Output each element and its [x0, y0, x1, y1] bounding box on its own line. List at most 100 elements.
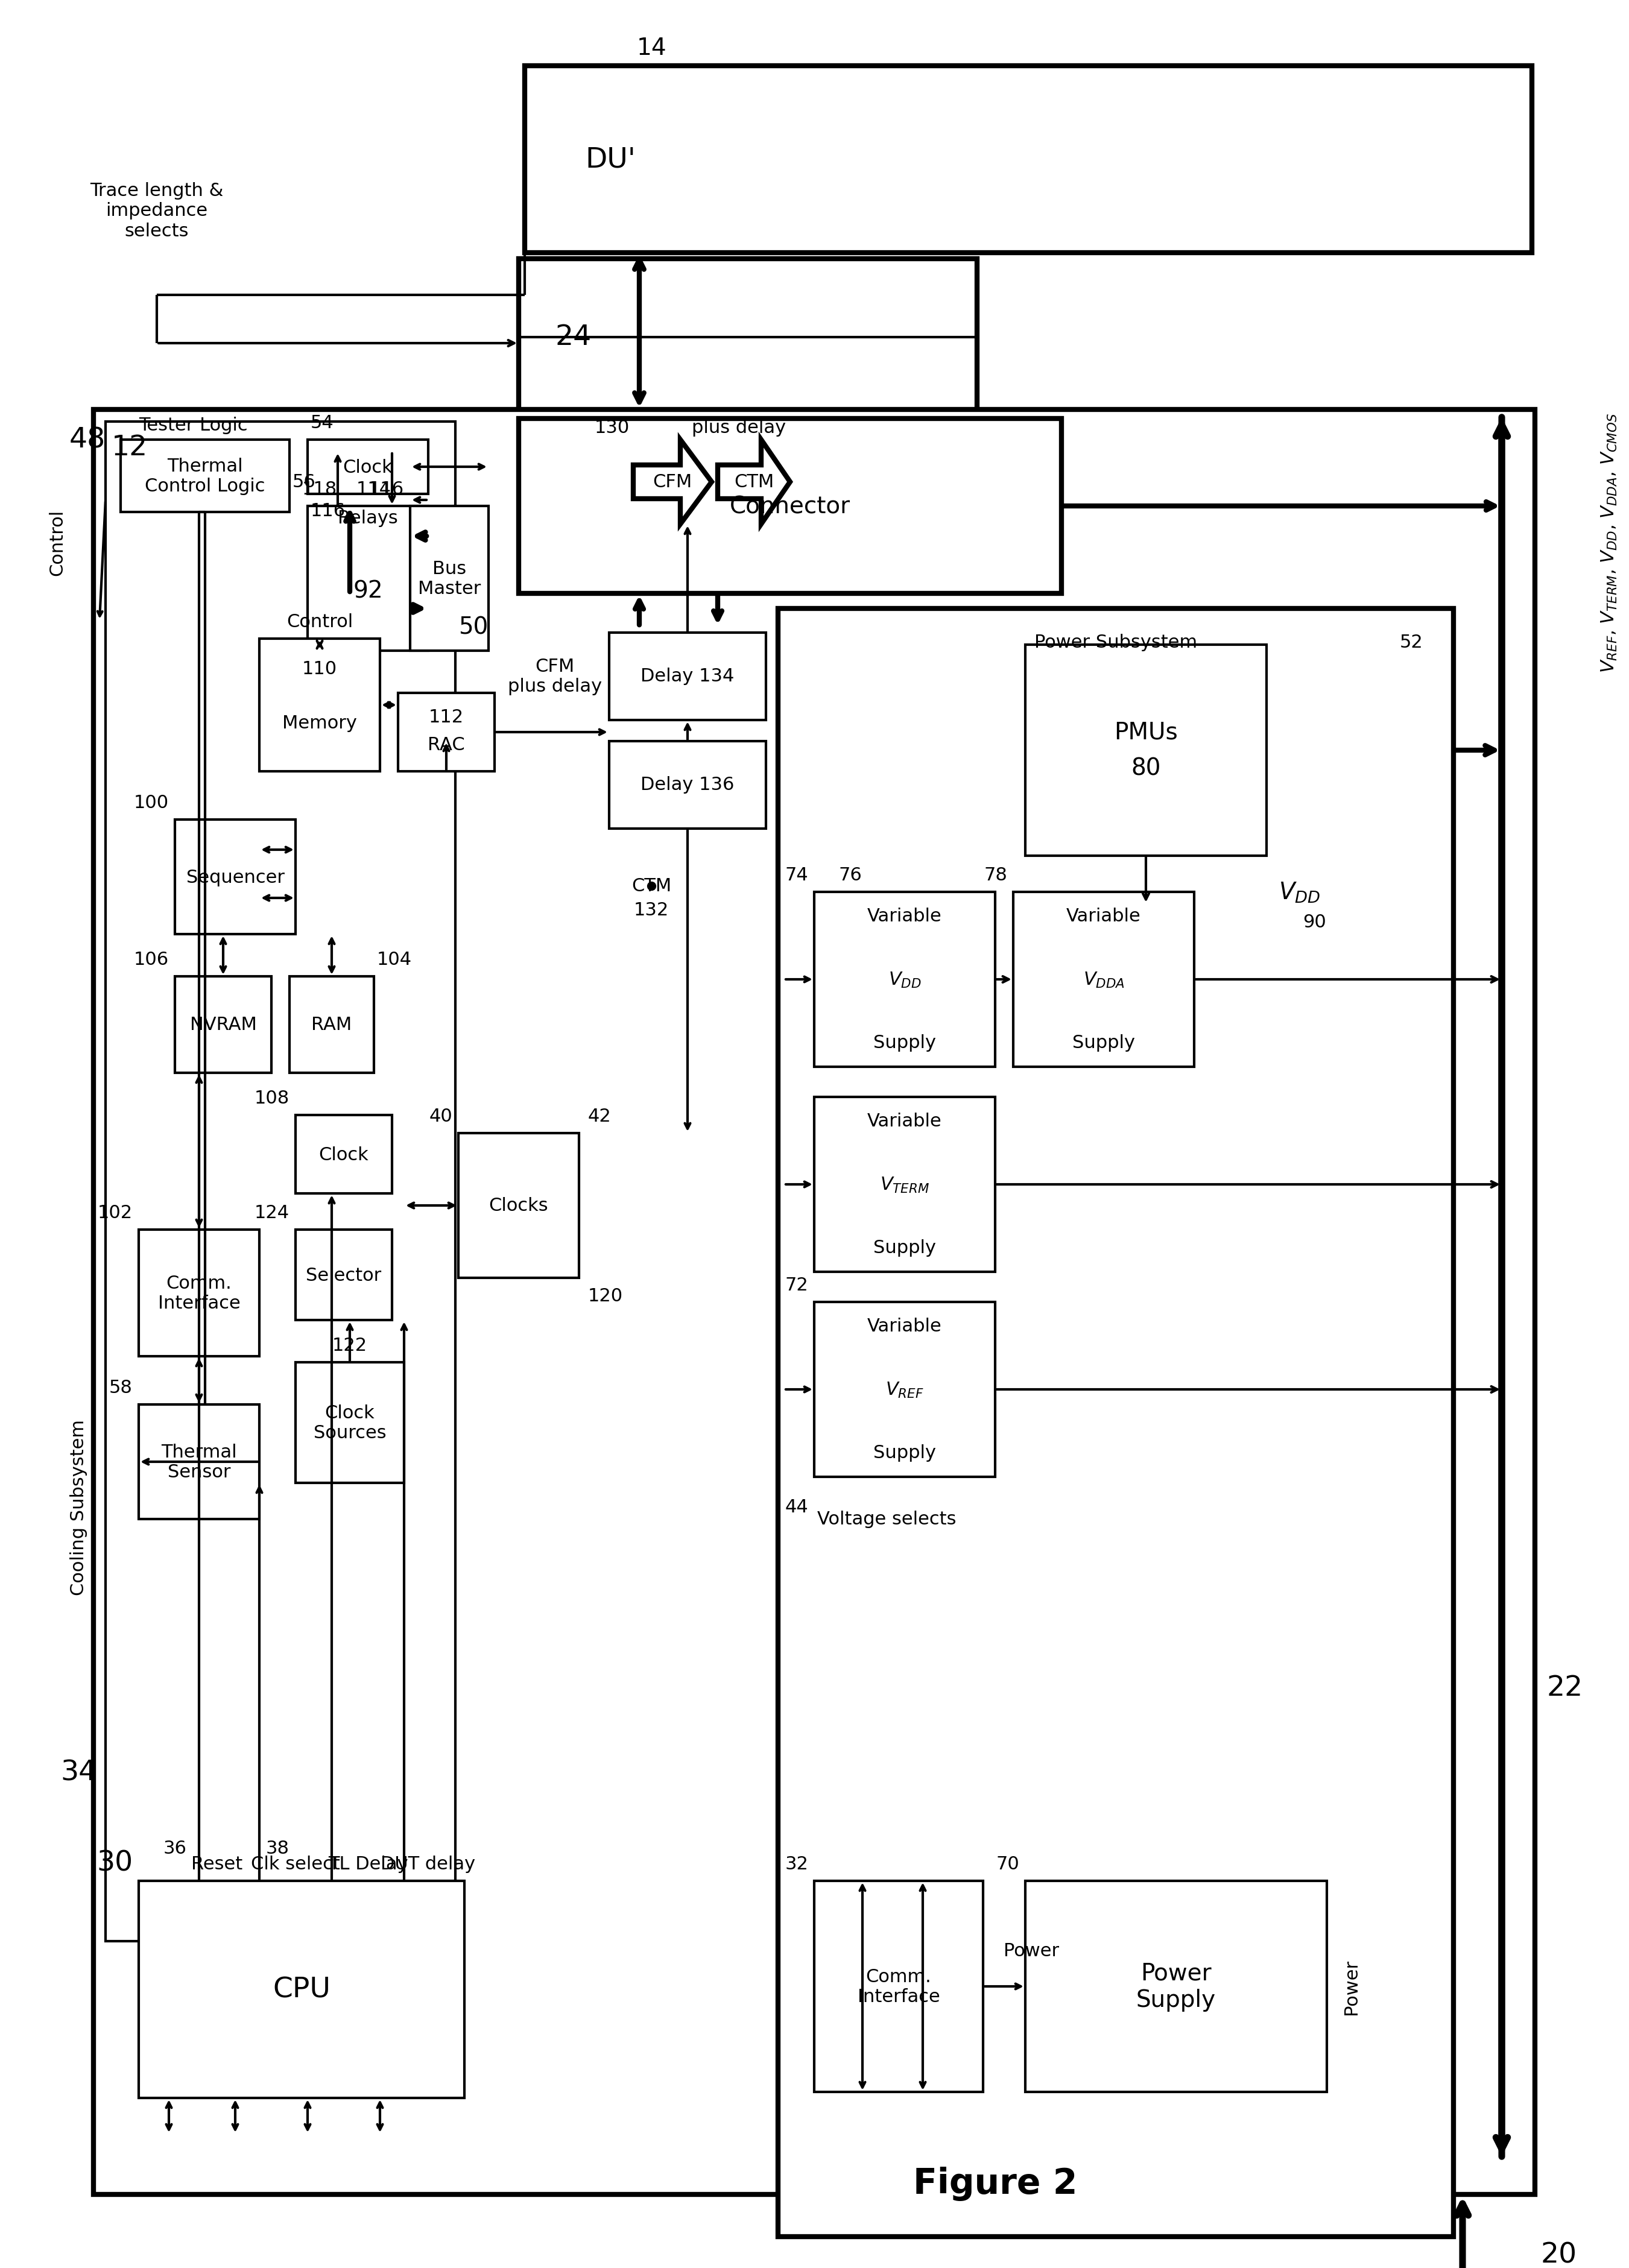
Bar — [814, 1098, 995, 1272]
Text: 114: 114 — [357, 481, 391, 499]
Text: $V_{REF}$, $V_{TERM}$, $V_{DD}$, $V_{DDA}$, $V_{CMOS}$: $V_{REF}$, $V_{TERM}$, $V_{DD}$, $V_{DDA… — [1600, 413, 1619, 674]
Bar — [138, 1880, 464, 2098]
Text: $V_{DD}$: $V_{DD}$ — [888, 971, 920, 989]
Polygon shape — [718, 440, 790, 524]
Text: Clk select: Clk select — [251, 1855, 340, 1873]
Text: Supply: Supply — [873, 1034, 937, 1052]
Text: 116: 116 — [370, 481, 404, 499]
Text: 52: 52 — [1399, 633, 1424, 651]
Text: 102: 102 — [98, 1204, 132, 1222]
Text: 80: 80 — [1131, 758, 1161, 780]
Text: 112: 112 — [428, 708, 464, 726]
Text: Comm.
Interface: Comm. Interface — [857, 1969, 940, 2005]
Bar — [93, 411, 1535, 2195]
Text: 92: 92 — [353, 578, 383, 603]
Text: Control: Control — [49, 510, 67, 576]
Text: Sequencer: Sequencer — [186, 869, 285, 887]
Text: 32: 32 — [785, 1855, 808, 1873]
Text: $V_{TERM}$: $V_{TERM}$ — [880, 1175, 930, 1193]
Text: Supply: Supply — [873, 1445, 937, 1461]
Text: DU': DU' — [585, 145, 635, 172]
Text: 78: 78 — [984, 866, 1007, 885]
Text: RAC: RAC — [428, 735, 464, 753]
Bar — [518, 420, 1062, 594]
Bar — [138, 1404, 259, 1520]
Bar — [1025, 1880, 1328, 2091]
Text: 22: 22 — [1548, 1674, 1583, 1701]
Text: Relays: Relays — [337, 510, 397, 526]
Bar — [397, 694, 495, 771]
Text: Variable: Variable — [1067, 907, 1140, 925]
Text: Clocks: Clocks — [489, 1198, 549, 1213]
Bar — [259, 640, 380, 771]
Text: Tester Logic: Tester Logic — [138, 417, 248, 433]
Bar — [609, 633, 766, 721]
Bar — [1013, 891, 1194, 1066]
Text: Comm.
Interface: Comm. Interface — [158, 1275, 239, 1311]
Text: Connector: Connector — [730, 494, 850, 517]
Bar — [308, 440, 428, 494]
Text: 120: 120 — [588, 1288, 622, 1304]
Text: 20: 20 — [1541, 2241, 1577, 2268]
Text: Thermal
Control Logic: Thermal Control Logic — [145, 458, 266, 494]
Text: Selector: Selector — [306, 1266, 381, 1284]
Bar — [518, 259, 977, 415]
Bar — [295, 1229, 393, 1320]
Text: Variable: Variable — [867, 1114, 942, 1129]
Text: 106: 106 — [134, 950, 169, 968]
Text: 42: 42 — [588, 1107, 611, 1125]
Text: 76: 76 — [839, 866, 862, 885]
Bar — [295, 1116, 393, 1193]
Text: 132: 132 — [634, 903, 670, 919]
Text: Thermal
Sensor: Thermal Sensor — [161, 1442, 236, 1481]
Text: Supply: Supply — [873, 1238, 937, 1256]
Text: 14: 14 — [637, 36, 666, 59]
Text: 116: 116 — [311, 503, 345, 519]
Bar — [106, 422, 456, 1941]
Text: DUT delay: DUT delay — [381, 1855, 476, 1873]
Text: 30: 30 — [96, 1848, 132, 1876]
Bar — [290, 978, 375, 1073]
Text: Clock
Sources: Clock Sources — [313, 1404, 386, 1442]
Bar — [525, 66, 1531, 254]
Bar — [174, 978, 272, 1073]
Text: PMUs: PMUs — [1114, 721, 1178, 744]
Bar — [458, 1134, 578, 1279]
Text: $V_{REF}$: $V_{REF}$ — [886, 1381, 924, 1399]
Text: 24: 24 — [555, 324, 591, 352]
Text: $V_{DDA}$: $V_{DDA}$ — [1083, 971, 1124, 989]
Text: CTM: CTM — [632, 878, 671, 896]
Text: 38: 38 — [266, 1839, 290, 1857]
Text: Delay 136: Delay 136 — [640, 776, 735, 794]
Text: NVRAM: NVRAM — [189, 1016, 257, 1034]
Bar — [814, 1880, 982, 2091]
Text: 110: 110 — [301, 660, 337, 678]
Bar — [138, 1229, 259, 1356]
Text: CFM
plus delay: CFM plus delay — [508, 658, 603, 696]
Text: 34: 34 — [60, 1760, 96, 1785]
Text: Power: Power — [1003, 1941, 1059, 1960]
Text: RAM: RAM — [311, 1016, 352, 1034]
Text: Supply: Supply — [1072, 1034, 1135, 1052]
Bar — [1025, 644, 1266, 855]
Text: Cooling Subsystem: Cooling Subsystem — [70, 1420, 86, 1594]
Text: 104: 104 — [376, 950, 412, 968]
Bar — [609, 742, 766, 828]
Text: Figure 2: Figure 2 — [912, 2166, 1077, 2200]
Text: Memory: Memory — [282, 714, 357, 733]
Bar — [814, 1302, 995, 1476]
Text: 122: 122 — [332, 1336, 367, 1354]
Bar — [121, 440, 290, 513]
Bar — [814, 891, 995, 1066]
Text: 130: 130 — [595, 420, 630, 438]
Text: 56: 56 — [293, 474, 316, 492]
Text: Bus
Master: Bus Master — [419, 560, 481, 599]
Text: Control: Control — [287, 612, 353, 631]
Text: 12: 12 — [111, 433, 148, 460]
Text: 58: 58 — [109, 1379, 132, 1397]
Text: 44: 44 — [785, 1499, 808, 1515]
Text: 100: 100 — [134, 794, 169, 812]
Text: 40: 40 — [428, 1107, 453, 1125]
Text: 118: 118 — [301, 481, 337, 499]
Text: 48: 48 — [70, 426, 106, 454]
